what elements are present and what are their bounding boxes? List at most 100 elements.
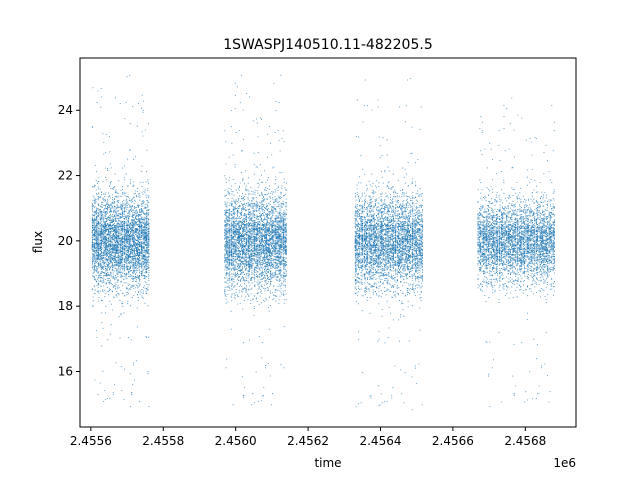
data-point xyxy=(120,189,122,191)
data-point xyxy=(111,284,113,286)
data-point xyxy=(108,264,110,266)
data-point xyxy=(131,201,133,203)
data-point xyxy=(123,261,126,264)
data-point xyxy=(102,202,104,204)
data-point xyxy=(99,243,101,245)
data-point xyxy=(148,225,150,227)
data-point xyxy=(113,277,116,279)
data-point xyxy=(115,246,117,248)
data-point xyxy=(134,190,136,192)
data-point xyxy=(94,227,96,229)
data-point xyxy=(141,258,143,260)
data-point xyxy=(137,265,139,267)
data-point xyxy=(95,171,97,173)
data-point xyxy=(127,247,130,249)
data-point xyxy=(137,219,139,221)
data-point xyxy=(110,275,112,277)
data-point xyxy=(128,256,130,258)
data-point xyxy=(125,255,127,257)
data-point xyxy=(103,257,105,259)
data-point xyxy=(97,237,99,239)
data-point xyxy=(227,250,229,252)
data-point xyxy=(96,220,98,222)
data-point xyxy=(98,221,100,223)
data-point xyxy=(122,213,124,215)
data-point xyxy=(109,216,111,218)
data-point xyxy=(136,244,139,246)
data-point xyxy=(118,202,120,204)
data-point xyxy=(105,215,107,217)
data-point xyxy=(114,206,116,208)
data-point xyxy=(146,256,148,258)
data-point xyxy=(139,222,141,224)
data-point xyxy=(225,224,227,227)
data-point xyxy=(120,204,122,206)
data-point xyxy=(125,195,127,197)
data-point xyxy=(123,222,126,224)
data-point xyxy=(120,255,122,258)
data-point xyxy=(129,246,131,248)
data-point xyxy=(227,211,229,213)
data-point xyxy=(98,204,100,206)
data-point xyxy=(129,255,131,257)
data-point xyxy=(225,302,227,304)
data-point xyxy=(105,273,107,275)
data-point xyxy=(142,250,144,252)
data-point xyxy=(137,268,139,270)
data-point xyxy=(226,261,228,263)
data-point xyxy=(109,281,111,283)
data-point xyxy=(106,290,108,292)
data-point xyxy=(110,211,112,213)
data-point xyxy=(92,305,94,307)
data-point xyxy=(94,211,96,213)
data-point xyxy=(122,269,124,271)
data-point xyxy=(102,216,104,218)
data-point xyxy=(231,277,233,279)
data-point xyxy=(107,218,109,221)
data-point xyxy=(96,246,98,248)
data-point xyxy=(224,203,226,205)
data-point xyxy=(136,264,139,266)
data-point xyxy=(145,263,147,265)
data-point xyxy=(95,210,97,212)
data-point xyxy=(126,232,128,235)
data-point xyxy=(135,270,137,272)
data-point xyxy=(127,251,129,254)
data-point xyxy=(144,261,146,263)
data-point xyxy=(110,227,112,229)
data-point xyxy=(135,194,138,196)
data-point xyxy=(128,273,130,275)
data-point xyxy=(123,165,126,167)
data-point xyxy=(120,259,122,261)
data-point xyxy=(109,397,111,399)
data-point xyxy=(102,214,104,216)
data-point xyxy=(114,282,116,284)
data-point xyxy=(147,250,149,252)
data-point xyxy=(133,184,135,186)
data-point xyxy=(105,305,107,307)
data-point xyxy=(111,309,113,311)
data-point xyxy=(118,210,120,212)
data-point xyxy=(95,230,97,232)
data-point xyxy=(142,241,144,243)
data-point xyxy=(137,193,139,195)
data-point xyxy=(134,200,136,202)
data-point xyxy=(233,227,235,229)
data-point xyxy=(233,260,235,262)
data-point xyxy=(112,216,114,218)
data-point xyxy=(126,200,128,202)
data-point xyxy=(123,232,125,234)
data-point xyxy=(116,224,118,226)
data-point xyxy=(229,233,231,235)
data-point xyxy=(97,245,99,247)
data-point xyxy=(91,205,93,207)
data-point xyxy=(131,243,133,245)
data-point xyxy=(129,234,131,237)
data-point xyxy=(144,224,146,226)
data-point xyxy=(146,250,148,252)
data-point xyxy=(95,231,97,233)
data-point xyxy=(233,194,235,196)
data-point xyxy=(98,297,100,299)
data-point xyxy=(148,275,150,277)
data-point xyxy=(110,258,112,260)
